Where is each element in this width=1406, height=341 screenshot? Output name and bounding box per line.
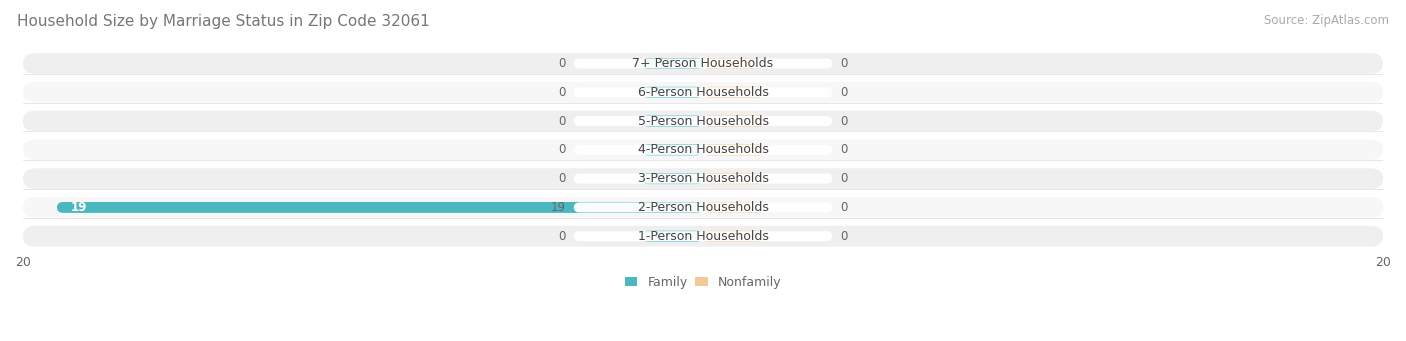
FancyBboxPatch shape: [22, 226, 1384, 247]
FancyBboxPatch shape: [641, 87, 703, 98]
Text: 0: 0: [841, 86, 848, 99]
FancyBboxPatch shape: [574, 87, 832, 97]
Text: 1-Person Households: 1-Person Households: [637, 230, 769, 243]
FancyBboxPatch shape: [22, 168, 1384, 189]
FancyBboxPatch shape: [703, 87, 765, 98]
FancyBboxPatch shape: [22, 111, 1384, 131]
FancyBboxPatch shape: [641, 116, 703, 127]
FancyBboxPatch shape: [574, 174, 832, 184]
FancyBboxPatch shape: [703, 144, 765, 155]
Text: 0: 0: [841, 57, 848, 70]
FancyBboxPatch shape: [22, 197, 1384, 218]
Text: 0: 0: [558, 230, 565, 243]
FancyBboxPatch shape: [703, 202, 765, 213]
Text: 0: 0: [841, 172, 848, 185]
Text: 0: 0: [558, 86, 565, 99]
Text: 0: 0: [841, 230, 848, 243]
FancyBboxPatch shape: [574, 203, 832, 212]
FancyBboxPatch shape: [641, 173, 703, 184]
FancyBboxPatch shape: [574, 116, 832, 126]
Text: 5-Person Households: 5-Person Households: [637, 115, 769, 128]
Text: 0: 0: [558, 115, 565, 128]
FancyBboxPatch shape: [22, 82, 1384, 103]
Text: 0: 0: [558, 143, 565, 157]
Text: 19: 19: [550, 201, 565, 214]
FancyBboxPatch shape: [574, 231, 832, 241]
FancyBboxPatch shape: [574, 145, 832, 155]
FancyBboxPatch shape: [703, 231, 765, 242]
Text: 7+ Person Households: 7+ Person Households: [633, 57, 773, 70]
Text: 0: 0: [558, 172, 565, 185]
Legend: Family, Nonfamily: Family, Nonfamily: [624, 276, 782, 289]
Text: 0: 0: [841, 201, 848, 214]
FancyBboxPatch shape: [56, 202, 703, 213]
Text: 0: 0: [558, 57, 565, 70]
FancyBboxPatch shape: [703, 58, 765, 69]
Text: 3-Person Households: 3-Person Households: [637, 172, 769, 185]
Text: 0: 0: [841, 143, 848, 157]
Text: 2-Person Households: 2-Person Households: [637, 201, 769, 214]
Text: 6-Person Households: 6-Person Households: [637, 86, 769, 99]
FancyBboxPatch shape: [641, 231, 703, 242]
Text: 19: 19: [70, 201, 87, 214]
FancyBboxPatch shape: [641, 144, 703, 155]
FancyBboxPatch shape: [641, 58, 703, 69]
Text: Source: ZipAtlas.com: Source: ZipAtlas.com: [1264, 14, 1389, 27]
FancyBboxPatch shape: [22, 53, 1384, 74]
FancyBboxPatch shape: [703, 116, 765, 127]
Text: 0: 0: [841, 115, 848, 128]
FancyBboxPatch shape: [703, 173, 765, 184]
Text: 4-Person Households: 4-Person Households: [637, 143, 769, 157]
FancyBboxPatch shape: [22, 139, 1384, 160]
FancyBboxPatch shape: [574, 58, 832, 69]
Text: Household Size by Marriage Status in Zip Code 32061: Household Size by Marriage Status in Zip…: [17, 14, 430, 29]
